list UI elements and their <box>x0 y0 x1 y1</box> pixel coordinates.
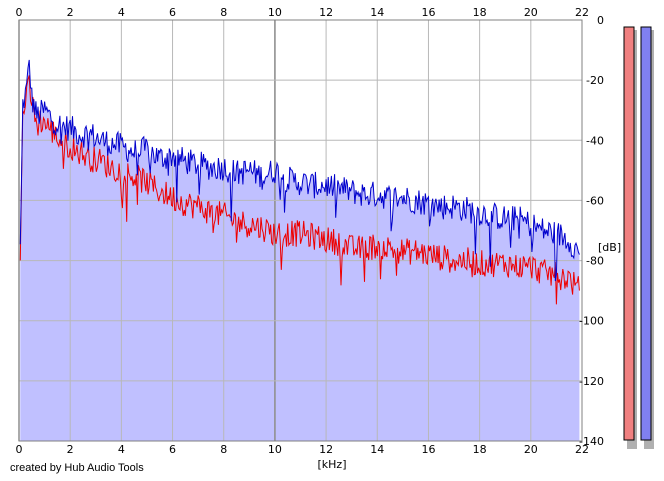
x-tick-label-bottom: 10 <box>268 443 282 456</box>
x-tick-label-bottom: 2 <box>67 443 74 456</box>
y-axis-label: [dB] <box>598 241 621 254</box>
y-tick-label: -80 <box>586 255 604 268</box>
y-tick-label: 0 <box>597 14 604 27</box>
x-tick-label-bottom: 8 <box>220 443 227 456</box>
x-tick-label-top: 0 <box>16 6 23 19</box>
x-tick-label-bottom: 4 <box>118 443 125 456</box>
credit-text: created by Hub Audio Tools <box>10 462 144 474</box>
y-tick-label: -40 <box>586 134 604 147</box>
x-tick-label-bottom: 6 <box>169 443 176 456</box>
y-tick-label: -120 <box>579 375 604 388</box>
x-tick-label-bottom: 12 <box>319 443 333 456</box>
y-tick-label: -100 <box>579 315 604 328</box>
x-tick-label-top: 10 <box>268 6 282 19</box>
x-tick-label-top: 18 <box>473 6 487 19</box>
x-tick-label-bottom: 0 <box>16 443 23 456</box>
x-tick-label-top: 22 <box>575 6 589 19</box>
series-line-red <box>19 75 580 305</box>
meter-right <box>640 26 652 441</box>
x-tick-label-bottom: 18 <box>473 443 487 456</box>
x-tick-label-top: 8 <box>220 6 227 19</box>
x-tick-label-top: 16 <box>421 6 435 19</box>
y-tick-label: -140 <box>579 435 604 448</box>
x-tick-label-top: 12 <box>319 6 333 19</box>
meter-left <box>623 26 635 441</box>
x-tick-label-top: 6 <box>169 6 176 19</box>
x-tick-label-bottom: 16 <box>421 443 435 456</box>
plot-border <box>18 19 583 442</box>
x-tick-label-top: 4 <box>118 6 125 19</box>
y-tick-label: -60 <box>586 194 604 207</box>
x-tick-label-top: 2 <box>67 6 74 19</box>
x-tick-label-bottom: 22 <box>575 443 589 456</box>
x-tick-label-bottom: 14 <box>370 443 384 456</box>
x-tick-label-top: 20 <box>524 6 538 19</box>
x-axis-label: [kHz] <box>318 458 347 471</box>
series-line-blue <box>19 59 580 282</box>
x-tick-label-bottom: 20 <box>524 443 538 456</box>
y-tick-label: -20 <box>586 74 604 87</box>
x-tick-label-top: 14 <box>370 6 384 19</box>
spectrum-fill-area <box>20 59 580 442</box>
